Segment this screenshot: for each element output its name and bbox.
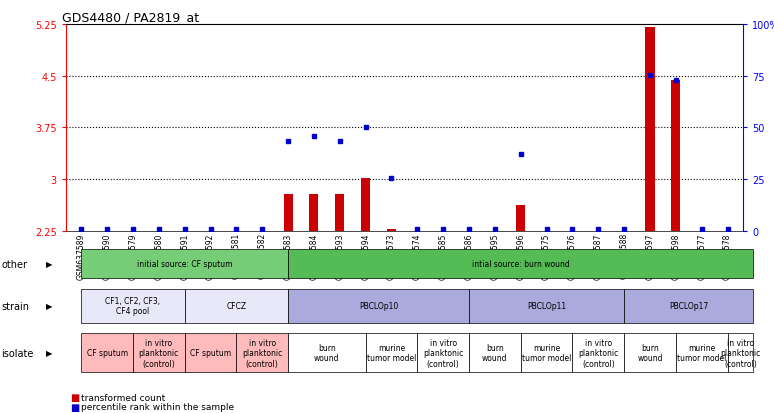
Bar [508, 25, 533, 231]
Bar [249, 25, 276, 231]
Bar [663, 25, 689, 231]
Text: isolate: isolate [2, 348, 34, 358]
Text: murine
tumor model: murine tumor model [677, 343, 726, 363]
Text: in vitro
planktonic
(control): in vitro planktonic (control) [242, 338, 283, 368]
Text: burn
wound: burn wound [314, 343, 340, 363]
Bar [689, 25, 714, 231]
Text: percentile rank within the sample: percentile rank within the sample [81, 402, 235, 411]
Bar [404, 25, 430, 231]
Text: murine
tumor model: murine tumor model [522, 343, 571, 363]
Text: in vitro
planktonic
(control): in vitro planktonic (control) [139, 338, 179, 368]
Text: ▶: ▶ [46, 301, 53, 311]
Bar [387, 230, 396, 231]
Text: murine
tumor model: murine tumor model [367, 343, 416, 363]
Text: in vitro
planktonic
(control): in vitro planktonic (control) [423, 338, 464, 368]
Text: in vitro
planktonic
(control): in vitro planktonic (control) [578, 338, 618, 368]
Bar [172, 25, 197, 231]
Bar [283, 195, 293, 231]
Text: CF sputum: CF sputum [190, 349, 231, 357]
Bar [353, 25, 378, 231]
Text: CFCZ: CFCZ [226, 301, 246, 311]
Text: PBCLOp10: PBCLOp10 [359, 301, 398, 311]
Bar [94, 25, 120, 231]
Text: intial source: burn wound: intial source: burn wound [472, 259, 570, 268]
Bar [646, 28, 655, 231]
Bar [637, 25, 663, 231]
Text: ▶: ▶ [46, 349, 53, 357]
Bar [533, 25, 560, 231]
Bar [361, 178, 370, 231]
Text: burn
wound: burn wound [637, 343, 663, 363]
Bar [456, 25, 482, 231]
Text: in vitro
planktonic
(control): in vitro planktonic (control) [721, 338, 761, 368]
Text: ■: ■ [70, 402, 79, 412]
Text: GDS4480 / PA2819_at: GDS4480 / PA2819_at [63, 11, 200, 24]
Bar [146, 25, 172, 231]
Bar [516, 206, 526, 231]
Text: PBCLOp11: PBCLOp11 [527, 301, 566, 311]
Bar [120, 25, 146, 231]
Text: ▶: ▶ [46, 259, 53, 268]
Bar [301, 25, 327, 231]
Bar [68, 25, 94, 231]
Bar [671, 81, 680, 231]
Text: burn
wound: burn wound [482, 343, 508, 363]
Text: strain: strain [2, 301, 29, 311]
Bar [714, 25, 741, 231]
Text: CF1, CF2, CF3,
CF4 pool: CF1, CF2, CF3, CF4 pool [105, 297, 160, 316]
Bar [197, 25, 224, 231]
Bar [585, 25, 611, 231]
Bar [327, 25, 353, 231]
Bar [276, 25, 301, 231]
Text: CF sputum: CF sputum [87, 349, 128, 357]
Bar [335, 195, 344, 231]
Bar [378, 25, 404, 231]
Text: PBCLOp17: PBCLOp17 [670, 301, 708, 311]
Text: other: other [2, 259, 28, 269]
Text: transformed count: transformed count [81, 393, 166, 402]
Bar [430, 25, 456, 231]
Bar [560, 25, 585, 231]
Text: ■: ■ [70, 392, 79, 402]
Bar [482, 25, 508, 231]
Bar [224, 25, 249, 231]
Bar [310, 195, 318, 231]
Text: initial source: CF sputum: initial source: CF sputum [137, 259, 232, 268]
Bar [611, 25, 637, 231]
